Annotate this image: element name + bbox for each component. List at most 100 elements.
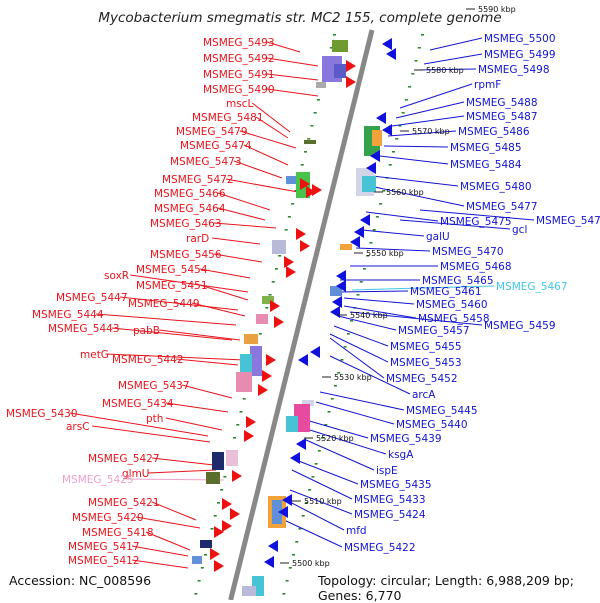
- right-gene-label: MSMEG_5435: [360, 479, 432, 491]
- tick-dot: [382, 190, 386, 192]
- right-leader-line: [379, 155, 449, 165]
- right-leader-line: [329, 355, 411, 395]
- tick-dot: [369, 242, 373, 244]
- right-leader-line: [305, 419, 369, 439]
- tick-dot: [311, 476, 315, 478]
- tick-dot: [343, 346, 347, 348]
- reverse-gene-arrow: [336, 280, 346, 292]
- left-leader-line: [233, 160, 283, 179]
- gene-block: [236, 372, 252, 392]
- right-leader-line: [315, 401, 395, 425]
- left-gene-label: MSMEG_5444: [32, 309, 104, 321]
- tick-dot: [324, 424, 328, 426]
- tick-dot: [310, 125, 314, 127]
- tick-dot: [321, 437, 325, 439]
- tick-dot: [346, 333, 350, 335]
- left-leader-line: [266, 88, 319, 97]
- right-gene-label: MSMEG_5484: [450, 159, 522, 171]
- right-leader-line: [355, 247, 431, 252]
- reverse-gene-arrow: [310, 346, 320, 358]
- left-gene-label: MSMEG_5442: [112, 354, 184, 366]
- forward-gene-arrow: [262, 370, 272, 382]
- right-leader-line: [295, 459, 359, 485]
- right-leader-line: [383, 145, 449, 148]
- forward-gene-arrow: [346, 76, 356, 88]
- left-gene-label: mscL: [226, 98, 253, 110]
- reverse-gene-arrow: [376, 112, 386, 124]
- right-gene-label: MSMEG_5475: [440, 216, 512, 228]
- gene-block: [330, 286, 342, 296]
- right-leader-line: [349, 311, 483, 326]
- left-gene-label: MSMEG_5456: [150, 249, 222, 261]
- right-gene-label: MSMEG_5487: [466, 111, 538, 123]
- right-leader-line: [391, 115, 465, 127]
- left-leader-line: [213, 253, 263, 263]
- right-leader-line: [395, 101, 465, 119]
- gene-block: [272, 240, 286, 254]
- gene-block: [206, 472, 220, 484]
- left-leader-line: [266, 41, 301, 53]
- right-gene-label: MSMEG_5465: [422, 275, 494, 287]
- tick-dot: [350, 320, 354, 322]
- left-leader-line: [130, 274, 249, 293]
- right-leader-line: [371, 175, 459, 187]
- forward-gene-arrow: [222, 520, 232, 532]
- reverse-gene-arrow: [264, 556, 274, 568]
- gene-labels: MSMEG_5493 MSMEG_5492 MSMEG_5491 MSMEG_5490…: [6, 33, 600, 567]
- reverse-gene-arrow: [332, 296, 342, 308]
- tick-dot: [314, 463, 318, 465]
- left-gene-label: MSMEG_5464: [154, 203, 226, 215]
- left-gene-label: metG: [80, 349, 109, 361]
- left-leader-line: [239, 130, 297, 149]
- left-gene-label: MSMEG_5434: [102, 398, 174, 410]
- tick-dot: [295, 541, 299, 543]
- left-gene-label: MSMEG_5412: [68, 555, 140, 567]
- kbp-tick-label: 5560 kbp: [386, 188, 424, 197]
- left-leader-line: [145, 531, 191, 551]
- left-leader-line: [131, 559, 189, 569]
- tick-dot: [317, 450, 321, 452]
- right-gene-label: MSMEG_5486: [458, 126, 530, 138]
- kbp-tick-label: 5510 kbp: [304, 497, 342, 506]
- forward-gene-arrow: [346, 60, 356, 72]
- left-leader-line: [95, 313, 237, 326]
- gene-block: [242, 586, 256, 596]
- tick-dot: [411, 73, 415, 75]
- tick-dot: [362, 268, 366, 270]
- right-leader-line: [289, 489, 353, 515]
- left-gene-label: MSMEG_5463: [150, 218, 222, 230]
- left-leader-line: [165, 402, 229, 413]
- tick-dot: [408, 86, 412, 88]
- right-gene-label: MSMEG_5488: [466, 97, 538, 109]
- tick-dot: [359, 281, 363, 283]
- right-leader-line: [337, 315, 397, 331]
- left-gene-label: soxR: [104, 270, 129, 282]
- forward-gene-arrow: [300, 240, 310, 252]
- gene-block: [334, 64, 346, 78]
- tick-dot: [307, 138, 311, 140]
- right-leader-line: [415, 68, 477, 71]
- forward-gene-arrow: [300, 178, 310, 190]
- right-leader-line: [339, 290, 409, 293]
- right-leader-line: [351, 285, 495, 291]
- tick-dot: [300, 164, 304, 166]
- tick-dot: [356, 294, 360, 296]
- tick-dot: [404, 99, 408, 101]
- right-leader-line: [429, 37, 483, 51]
- right-leader-line: [305, 439, 375, 471]
- right-gene-label: galU: [426, 231, 450, 243]
- tick-dot: [242, 398, 246, 400]
- gene-block: [286, 176, 296, 184]
- right-leader-line: [333, 325, 389, 347]
- right-gene-label: rpmF: [474, 79, 501, 91]
- kbp-tick-label: 5590 kbp: [478, 5, 516, 14]
- right-leader-line: [365, 211, 439, 222]
- forward-gene-arrow: [232, 470, 242, 482]
- tick-dot: [233, 437, 237, 439]
- right-leader-line: [369, 185, 465, 207]
- right-leader-line: [283, 519, 343, 548]
- left-gene-label: MSMEG_5451: [136, 280, 208, 292]
- right-leader-line: [399, 219, 511, 230]
- left-leader-line: [212, 237, 261, 245]
